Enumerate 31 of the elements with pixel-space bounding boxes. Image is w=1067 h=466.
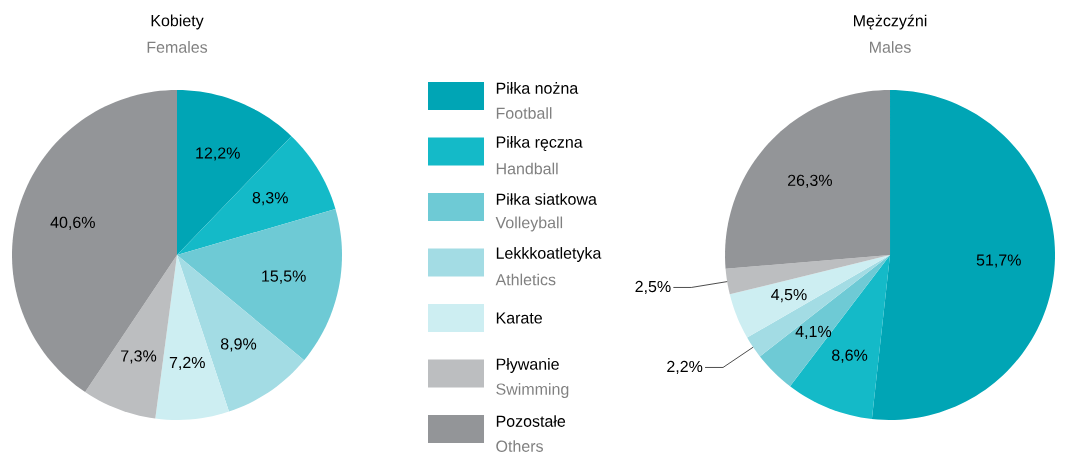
data-label: 7,2% [169, 356, 205, 371]
data-label: 2,2% [667, 360, 703, 375]
data-label: 4,1% [795, 325, 832, 339]
chart-subtitle: Males [870, 41, 911, 53]
data-label: 40,6% [50, 216, 95, 230]
data-label: 8,9% [220, 338, 257, 352]
legend-label: Piłka nożna [496, 82, 579, 94]
data-label: 8,6% [832, 349, 868, 363]
chart-title: Kobiety [151, 14, 204, 30]
chart-title: Mężczyźni [854, 14, 927, 30]
legend-label: Karate [496, 312, 542, 324]
data-label: 26,3% [788, 174, 832, 188]
legend-label: Piłka siatkowa [496, 193, 597, 205]
text: Volleyball [495, 216, 563, 232]
text: Handball [496, 162, 558, 175]
data-label: 12,2% [196, 147, 240, 161]
legend-label: Pływanie [496, 358, 559, 373]
legend-label: Pozostałe [496, 415, 566, 427]
data-label: 51,7% [976, 254, 1021, 268]
data-label: 15,5% [262, 270, 306, 284]
text: Football [496, 107, 552, 119]
data-label: 7,3% [121, 350, 157, 364]
legend-label: Piłka ręczna [496, 136, 583, 151]
chart-subtitle: Females [147, 41, 208, 53]
legend-label: Lekkkoatletyka [496, 247, 602, 262]
data-label: 8,3% [252, 192, 288, 206]
data-label: 4,5% [771, 289, 807, 303]
data-label: 2,5% [635, 280, 671, 295]
text: Others [496, 440, 543, 452]
text: Athletics [495, 273, 556, 286]
text: Swimming [496, 383, 569, 398]
